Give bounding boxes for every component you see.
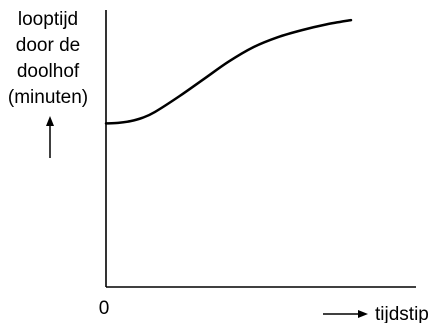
y-axis-label-line-2: door de xyxy=(16,35,80,56)
y-axis-arrow-head xyxy=(46,116,54,126)
y-axis-label-line-4: (minuten) xyxy=(8,87,88,108)
x-tick-label-0: 0 xyxy=(99,298,110,319)
y-axis-label-line-3: doolhof xyxy=(17,61,80,82)
x-axis-arrow-head xyxy=(358,310,368,318)
x-axis-label: tijdstip xyxy=(375,304,429,323)
y-axis-label-line-1: looptijd xyxy=(18,9,78,30)
series-line xyxy=(104,18,353,125)
